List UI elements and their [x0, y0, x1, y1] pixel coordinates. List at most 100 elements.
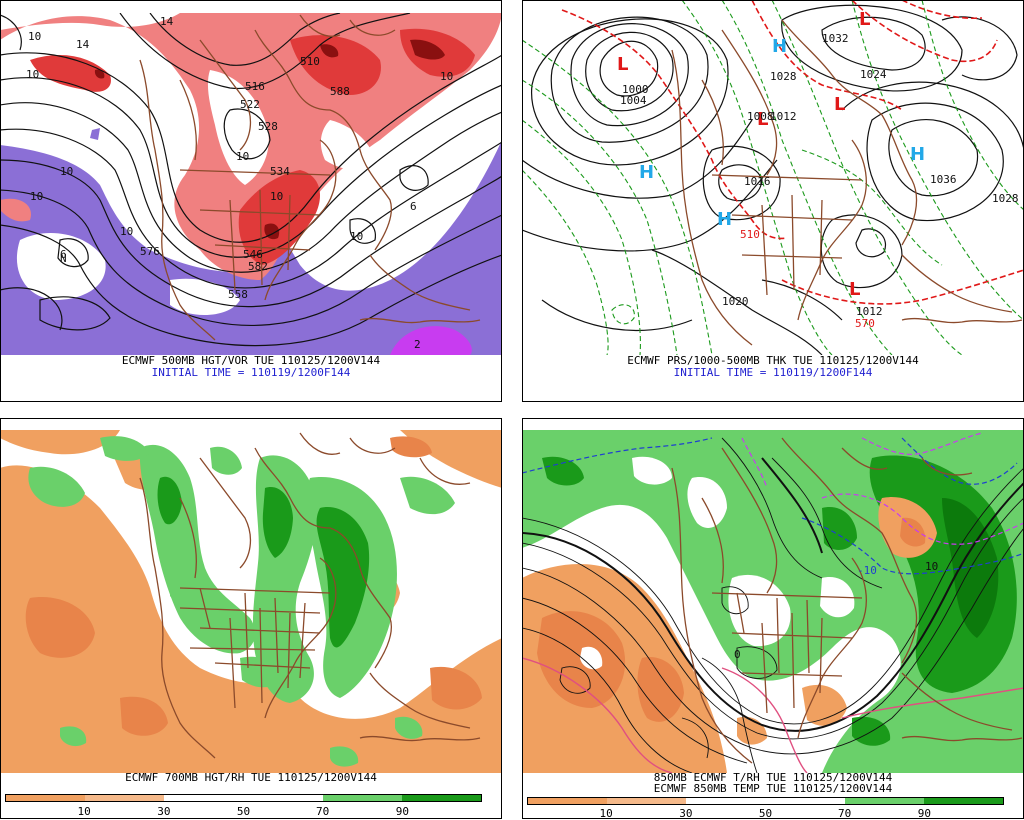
thickness-red-contours — [561, 1, 1023, 305]
coastlines — [671, 437, 1023, 764]
freezing-contour — [523, 457, 1023, 732]
contour-label: 10 — [26, 68, 39, 81]
colorbar-segment — [528, 798, 608, 804]
panel-border — [0, 0, 502, 402]
isobar-label: 1016 — [744, 175, 771, 188]
contour-label: 510 — [300, 55, 320, 68]
low-pressure-center: L — [757, 109, 768, 130]
panel-subcaption: INITIAL TIME = 110119/1200F144 — [151, 366, 351, 379]
panel-500mb-hgt-vor: 10 14 10 10 510 522 516 528 534 546 558 … — [0, 0, 502, 402]
colorbar-segment — [6, 795, 86, 801]
colorbar-segment — [765, 798, 845, 804]
contour-label: 14 — [160, 15, 174, 28]
isotherm-label: -10 — [857, 564, 877, 577]
colorbar-ticks: 10 30 50 70 90 — [5, 805, 482, 818]
contour-label: 10 — [440, 70, 453, 83]
contour-label: 10 — [120, 225, 133, 238]
colorbar-segment — [85, 795, 165, 801]
panel-caption: ECMWF 700MB HGT/RH TUE 110125/1200V144 — [125, 771, 377, 784]
isobar-labels: 1000 1004 1008 1028 1032 1024 1036 1016 … — [620, 32, 1019, 318]
colorbar-tick: 90 — [917, 807, 931, 820]
contour-label: 516 — [245, 80, 265, 93]
high-pressure-center: H — [717, 209, 732, 230]
colorbar-segment — [401, 795, 482, 801]
high-pressure-center: H — [772, 36, 787, 57]
panel-caption: ECMWF PRS/1000-500MB THK TUE 110125/1200… — [627, 354, 919, 367]
contour-label: 6 — [60, 248, 67, 261]
colorbar-tick: 10 — [77, 805, 91, 818]
isobar-label: 1004 — [620, 94, 647, 107]
colorbar-tick: 30 — [157, 805, 171, 818]
high-pressure-center: H — [910, 144, 925, 165]
panel-caption: 850MB ECMWF T/RH TUE 110125/1200V144 — [653, 771, 893, 784]
contour-label: 10 — [60, 165, 73, 178]
rh-colorbar — [5, 794, 482, 802]
contour-label: 10 — [350, 230, 363, 243]
pressure-centers: L L L L L H H H H — [617, 9, 925, 300]
colorbar-tick: 50 — [758, 807, 773, 820]
thickness-labels: 570 510 — [740, 228, 875, 330]
low-pressure-center: L — [834, 94, 845, 115]
panel-subcaption: ECMWF 850MB TEMP TUE 110125/1200V144 — [653, 782, 893, 795]
thickness-label: 510 — [740, 228, 760, 241]
colorbar-tick: 50 — [236, 805, 251, 818]
map-prs-thk: L L L L L H H H H 1000 1004 1008 1028 10… — [523, 1, 1023, 355]
high-pressure-center: H — [639, 162, 654, 183]
isobar-label: 1028 — [992, 192, 1019, 205]
very-cold-isotherms — [523, 437, 1023, 575]
low-pressure-center: L — [617, 54, 628, 75]
panel-caption: ECMWF 500MB HGT/VOR TUE 110125/1200V144 — [121, 354, 381, 367]
contour-label: 546 — [243, 248, 263, 261]
colorbar-segment — [923, 798, 1004, 804]
contour-label: 582 — [248, 260, 268, 273]
colorbar-tick: 70 — [316, 805, 330, 818]
colorbar-segment — [844, 798, 924, 804]
colorbar-segment — [686, 798, 766, 804]
coastlines — [139, 432, 481, 759]
low-pressure-center: L — [859, 9, 870, 30]
isobar-label: 1020 — [722, 295, 749, 308]
isotherm-labels: -10 0 10 — [734, 560, 938, 661]
contour-labels: 10 14 10 10 510 522 516 528 534 546 558 … — [26, 15, 453, 351]
panel-subcaption: INITIAL TIME = 110119/1200F144 — [673, 366, 873, 379]
panel-850mb-t-rh: -10 0 10 850MB ECMWF T/RH TUE 110125/120… — [522, 418, 1024, 820]
contour-label: 10 — [270, 190, 283, 203]
contour-label: 10 — [28, 30, 41, 43]
isobar-label: 1024 — [860, 68, 887, 81]
panel-prs-thk: L L L L L H H H H 1000 1004 1008 1028 10… — [522, 0, 1024, 402]
coastlines — [139, 14, 481, 341]
contour-label: 10 — [236, 150, 249, 163]
contour-label: 576 — [140, 245, 160, 258]
cold-isotherms — [741, 432, 1023, 545]
contour-label: N — [60, 252, 67, 265]
contour-label: 534 — [270, 165, 290, 178]
isotherm-label: 10 — [925, 560, 938, 573]
thickness-label: 570 — [855, 317, 875, 330]
map-500mb-hgt-vor: 10 14 10 10 510 522 516 528 534 546 558 … — [1, 13, 501, 355]
contour-label: 2 — [414, 338, 421, 351]
contour-label: 528 — [258, 120, 278, 133]
isobar-label: 1000 — [622, 83, 649, 96]
height-contours — [1, 13, 501, 347]
colorbar-tick: 90 — [395, 805, 409, 818]
isobar-label: 1012 — [770, 110, 797, 123]
negative-vorticity-area — [1, 142, 501, 355]
contour-label: 558 — [228, 288, 248, 301]
warm-isotherms — [523, 657, 1023, 773]
panel-700mb-hgt-rh: ECMWF 700MB HGT/RH TUE 110125/1200V144 1… — [0, 418, 502, 819]
isobar-label: 1008 — [747, 110, 774, 123]
thickness-contours — [523, 1, 1023, 355]
isobar-label: 1012 — [856, 305, 883, 318]
colorbar-tick: 70 — [838, 807, 852, 820]
isotherm-label: 0 — [734, 648, 741, 661]
colorbar-segment — [164, 795, 244, 801]
colorbar-segment — [607, 798, 687, 804]
rh-colorbar — [527, 797, 1004, 805]
colorbar-ticks: 10 30 50 70 90 — [527, 807, 1004, 820]
isobar-label: 1028 — [770, 70, 797, 83]
contour-label: 588 — [330, 85, 350, 98]
isobar-label: 1036 — [930, 173, 957, 186]
map-850mb-t-rh: -10 0 10 — [523, 430, 1023, 773]
map-700mb-hgt-rh — [1, 430, 501, 773]
coastlines — [671, 19, 1023, 346]
